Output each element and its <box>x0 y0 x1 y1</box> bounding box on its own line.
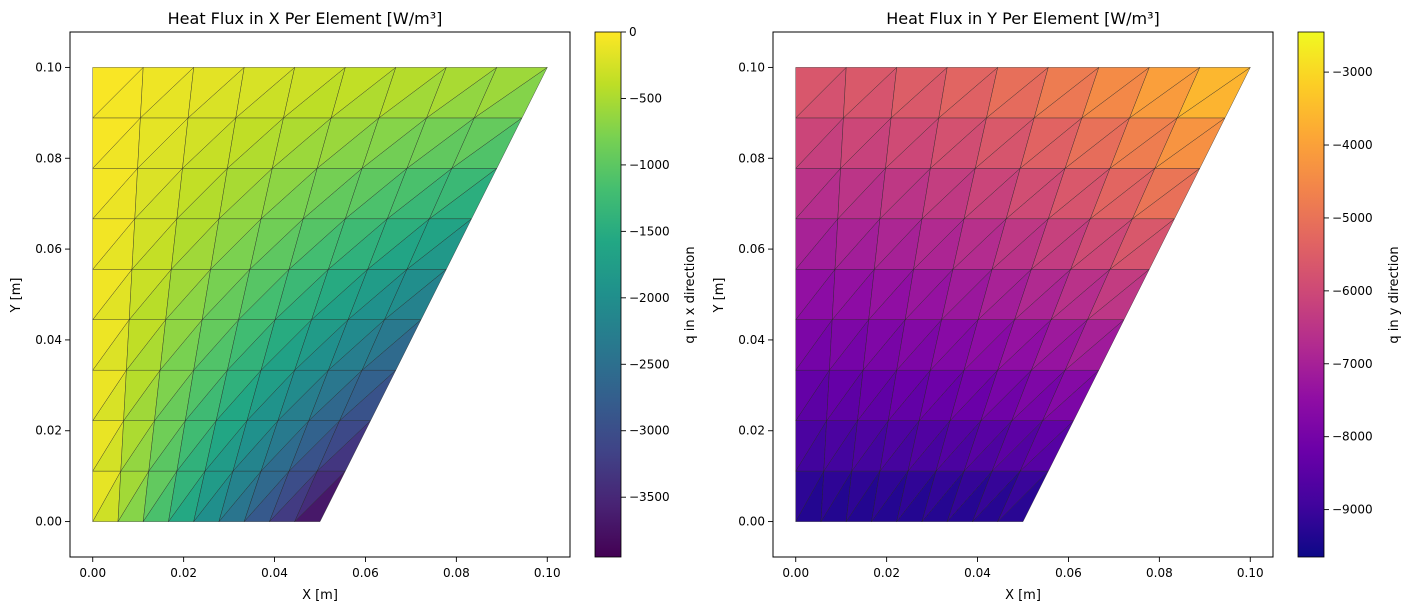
x-tick-label: 0.10 <box>534 566 561 580</box>
y-tick-label: 0.08 <box>738 151 765 165</box>
y-axis: 0.00 0.02 0.04 0.06 0.08 0.10 <box>738 60 773 529</box>
colorbar-tick-label: −6000 <box>1332 284 1373 298</box>
plot-frame <box>772 31 1274 558</box>
chart-x-flux: Heat Flux in X Per Element [W/m³] 0.00 0.… <box>9 9 698 603</box>
mesh-element <box>330 67 397 119</box>
mesh-element <box>92 67 144 119</box>
y-tick-label: 0.02 <box>35 424 62 438</box>
y-tick-label: 0.10 <box>35 60 62 74</box>
colorbar-tick-label: −4000 <box>1332 138 1373 152</box>
colorbar-tick-label: −500 <box>629 91 662 105</box>
x-tick-label: 0.06 <box>352 566 379 580</box>
plot-frame <box>69 31 571 558</box>
colorbar-tick-label: 0 <box>629 25 637 39</box>
mesh-element <box>187 67 245 119</box>
y-tick-label: 0.04 <box>738 333 765 347</box>
chart-title: Heat Flux in Y Per Element [W/m³] <box>886 9 1160 28</box>
colorbar-tick-label: −3000 <box>629 424 670 438</box>
x-axis-label: X [m] <box>302 588 338 603</box>
mesh-element <box>938 67 999 119</box>
mesh-element <box>1176 67 1252 119</box>
y-tick-label: 0.00 <box>738 515 765 529</box>
x-tick-label: 0.08 <box>443 566 470 580</box>
mesh-element <box>986 67 1049 119</box>
colorbar-label: q in y direction <box>1387 246 1402 343</box>
mesh-layer <box>92 66 549 523</box>
mesh-element <box>843 67 898 119</box>
colorbar-tick-label: −2500 <box>629 357 670 371</box>
mesh-element <box>1129 67 1201 119</box>
y-tick-label: 0.10 <box>738 60 765 74</box>
y-axis-label: Y [m] <box>9 278 24 314</box>
mesh-element <box>1033 67 1100 119</box>
mesh-layer <box>795 66 1252 523</box>
colorbar-tick-label: −3000 <box>1332 65 1373 79</box>
mesh-element <box>426 67 498 119</box>
y-tick-label: 0.04 <box>35 333 62 347</box>
colorbar-label: q in x direction <box>683 246 698 343</box>
x-tick-label: 0.04 <box>964 566 991 580</box>
chart-y-flux: Heat Flux in Y Per Element [W/m³] 0.00 0.… <box>712 9 1402 603</box>
y-tick-label: 0.06 <box>35 242 62 256</box>
x-tick-label: 0.02 <box>170 566 197 580</box>
mesh-element <box>890 67 948 119</box>
x-axis: 0.00 0.02 0.04 0.06 0.08 0.10 <box>782 557 1264 580</box>
colorbar <box>594 31 622 558</box>
colorbar-tick-label: −7000 <box>1332 357 1373 371</box>
mesh-element <box>378 67 447 119</box>
mesh-element <box>235 67 296 119</box>
mesh-element <box>283 67 346 119</box>
colorbar-tick-label: −2000 <box>629 291 670 305</box>
mesh-element <box>795 67 847 119</box>
colorbar-ticks: −3000 −4000 −5000 −6000 −7000 −8000 −9000 <box>1324 65 1373 517</box>
y-axis: 0.00 0.02 0.04 0.06 0.08 0.10 <box>35 60 70 529</box>
colorbar-tick-label: −9000 <box>1332 503 1373 517</box>
colorbar <box>1297 31 1325 558</box>
x-tick-label: 0.04 <box>261 566 288 580</box>
colorbar-tick-label: −5000 <box>1332 211 1373 225</box>
x-tick-label: 0.02 <box>873 566 900 580</box>
y-axis-label: Y [m] <box>712 278 727 314</box>
y-tick-label: 0.06 <box>738 242 765 256</box>
y-tick-label: 0.08 <box>35 151 62 165</box>
colorbar-tick-label: −3500 <box>629 490 670 504</box>
mesh-element <box>1081 67 1150 119</box>
x-tick-label: 0.06 <box>1055 566 1082 580</box>
x-tick-label: 0.00 <box>782 566 809 580</box>
x-axis: 0.00 0.02 0.04 0.06 0.08 0.10 <box>79 557 561 580</box>
y-tick-label: 0.00 <box>35 515 62 529</box>
x-tick-label: 0.00 <box>79 566 106 580</box>
colorbar-tick-label: −1500 <box>629 224 670 238</box>
colorbar-ticks: 0 −500 −1000 −1500 −2000 −2500 −3000 −3500 <box>621 25 670 504</box>
mesh-element <box>473 67 549 119</box>
colorbar-tick-label: −1000 <box>629 158 670 172</box>
colorbar-tick-label: −8000 <box>1332 430 1373 444</box>
y-tick-label: 0.02 <box>738 424 765 438</box>
chart-title: Heat Flux in X Per Element [W/m³] <box>168 9 443 28</box>
x-tick-label: 0.10 <box>1237 566 1264 580</box>
x-axis-label: X [m] <box>1005 588 1041 603</box>
x-tick-label: 0.08 <box>1146 566 1173 580</box>
mesh-element <box>140 67 195 119</box>
